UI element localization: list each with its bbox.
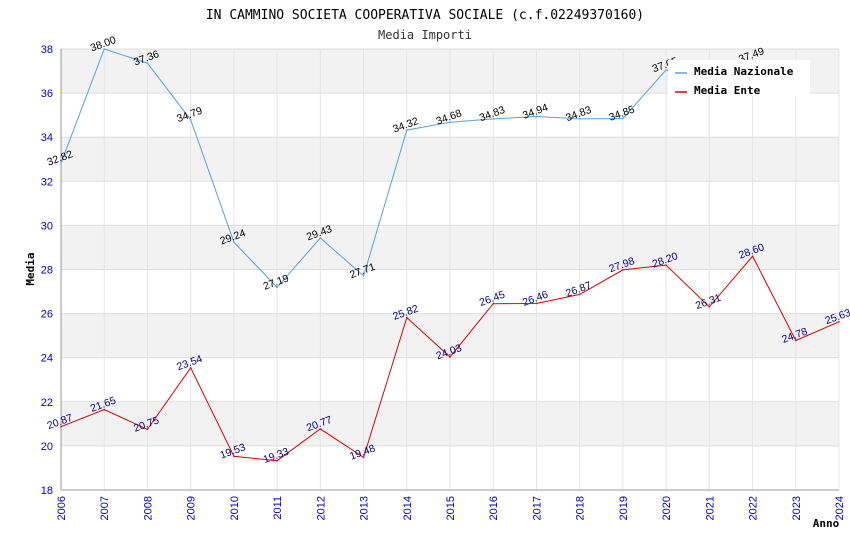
x-tick-label: 2018 [575,496,587,520]
data-point [362,456,365,459]
legend-label-ente: Media Ente [694,84,761,97]
data-point [794,339,797,342]
y-tick-label: 30 [41,220,53,232]
x-tick-label: 2013 [359,496,371,520]
data-point [276,459,278,462]
x-tick-label: 2022 [748,496,760,520]
data-point [622,269,624,271]
data-point [60,425,62,428]
x-tick-label: 2007 [99,496,111,520]
y-tick-label: 18 [41,485,53,497]
x-tick-label: 2010 [229,496,241,520]
data-point [319,237,322,239]
x-axis-label: Anno [813,517,840,530]
data-point [146,428,149,431]
y-tick-label: 38 [41,44,53,56]
y-tick-label: 26 [41,309,53,321]
data-point [233,455,235,458]
legend-box [668,60,810,96]
x-axis-ticks: 2006 2007 2008 2009 2010 2011 2012 2013 2014 2015… [56,496,846,520]
gridlines [60,48,840,491]
data-point [103,408,106,411]
data-point [362,275,365,277]
data-point [233,241,235,243]
data-point [708,305,711,308]
y-tick-label: 36 [41,88,53,100]
series-lines [60,48,840,462]
y-tick-label: 22 [41,397,53,409]
data-point [449,121,451,124]
data-point [492,302,495,305]
data-point [535,302,538,305]
legend-label-nazionale: Media Nazionale [694,65,794,78]
y-tick-label: 24 [41,353,53,365]
data-point [578,118,581,120]
data-point [319,428,322,430]
x-tick-label: 2009 [186,496,198,520]
legend: Media Nazionale Media Ente [668,60,810,97]
y-tick-label: 20 [41,441,53,453]
data-point [103,48,106,50]
x-tick-label: 2023 [791,496,803,520]
data-point [189,118,192,121]
data-point [665,264,667,266]
data-point [405,129,408,131]
chart-title: IN CAMMINO SOCIETA COOPERATIVA SOCIALE (… [206,8,644,23]
y-tick-label: 32 [41,176,53,188]
data-point [405,316,408,319]
x-tick-label: 2011 [272,496,284,520]
y-axis-label: Media [24,252,37,285]
data-point [276,286,278,289]
data-point [146,62,149,64]
data-point [535,115,538,118]
x-tick-label: 2008 [142,496,154,520]
x-tick-label: 2016 [488,496,500,520]
x-tick-label: 2020 [661,496,673,520]
data-point [492,118,495,120]
data-point [622,117,624,120]
x-tick-label: 2017 [531,496,543,520]
data-point [449,356,451,358]
x-tick-label: 2024 [834,496,846,520]
data-point [189,367,192,369]
x-tick-label: 2006 [56,496,68,520]
y-axis-ticks: 18 20 22 24 26 28 30 32 34 36 38 [41,44,53,497]
data-point [665,69,667,71]
chart-subtitle: Media Importi [378,28,472,42]
data-point [578,293,581,296]
data-point [751,255,754,258]
x-tick-label: 2012 [315,496,327,520]
x-tick-label: 2019 [618,496,630,520]
x-tick-label: 2021 [704,496,716,520]
y-tick-label: 34 [41,132,53,144]
data-point [838,320,840,323]
x-tick-label: 2015 [445,496,457,520]
x-tick-label: 2014 [402,496,414,520]
data-point [60,162,62,165]
y-tick-label: 28 [41,265,53,277]
